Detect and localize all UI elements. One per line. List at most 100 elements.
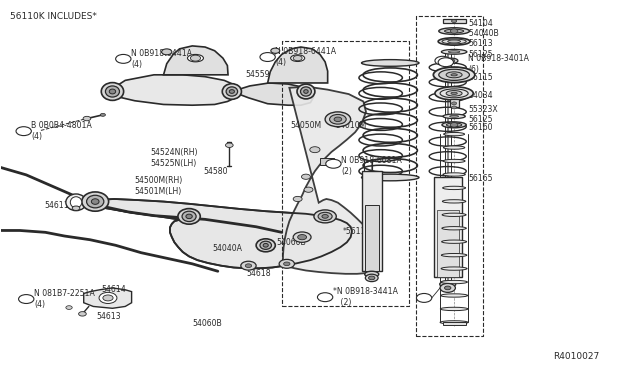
- Text: 54060B: 54060B: [192, 320, 222, 328]
- Ellipse shape: [442, 213, 466, 217]
- Ellipse shape: [101, 83, 124, 100]
- Circle shape: [438, 58, 454, 67]
- Ellipse shape: [365, 271, 379, 277]
- Text: B: B: [22, 129, 26, 134]
- Circle shape: [100, 113, 106, 116]
- Ellipse shape: [440, 307, 468, 311]
- Text: 56125: 56125: [468, 115, 493, 124]
- Ellipse shape: [451, 92, 458, 94]
- Circle shape: [417, 294, 432, 302]
- Text: 54524N(RH)
54525N(LH): 54524N(RH) 54525N(LH): [151, 148, 198, 168]
- Ellipse shape: [449, 51, 460, 53]
- Ellipse shape: [291, 55, 305, 61]
- Text: 56110K INCLUDES*: 56110K INCLUDES*: [10, 12, 97, 21]
- Circle shape: [435, 56, 451, 65]
- Bar: [320, 158, 334, 164]
- Text: N 081B7-2251A
(4): N 081B7-2251A (4): [34, 289, 95, 309]
- Ellipse shape: [66, 194, 86, 211]
- Circle shape: [225, 143, 233, 147]
- Circle shape: [440, 283, 456, 292]
- Bar: [443, 322, 466, 326]
- Ellipse shape: [297, 84, 315, 99]
- Circle shape: [365, 274, 378, 282]
- Ellipse shape: [438, 38, 470, 45]
- Circle shape: [326, 159, 341, 168]
- Ellipse shape: [443, 173, 465, 176]
- Ellipse shape: [433, 67, 475, 83]
- Ellipse shape: [450, 115, 459, 117]
- Bar: [437, 210, 459, 277]
- Ellipse shape: [106, 86, 120, 97]
- Ellipse shape: [442, 49, 467, 54]
- Ellipse shape: [451, 74, 458, 76]
- Ellipse shape: [263, 243, 268, 247]
- Ellipse shape: [99, 292, 117, 304]
- Circle shape: [301, 174, 310, 179]
- Text: N: N: [444, 60, 448, 65]
- Text: 54580: 54580: [204, 167, 228, 176]
- Ellipse shape: [443, 114, 465, 119]
- Circle shape: [293, 232, 311, 242]
- Ellipse shape: [325, 112, 351, 127]
- Text: 54050M: 54050M: [290, 121, 321, 130]
- Text: N: N: [265, 55, 270, 60]
- Text: 54104: 54104: [468, 19, 493, 28]
- Circle shape: [103, 295, 113, 301]
- Text: N: N: [121, 57, 125, 61]
- Text: B 0B0B4-4801A
(4): B 0B0B4-4801A (4): [31, 121, 92, 141]
- Polygon shape: [76, 199, 352, 268]
- Text: 54040A: 54040A: [212, 244, 243, 253]
- Ellipse shape: [439, 69, 469, 80]
- Ellipse shape: [362, 60, 419, 66]
- Bar: [443, 19, 466, 23]
- Circle shape: [451, 123, 458, 127]
- Circle shape: [271, 48, 280, 53]
- Ellipse shape: [442, 240, 467, 243]
- Ellipse shape: [188, 54, 204, 62]
- Text: N: N: [440, 58, 445, 63]
- Text: 56125: 56125: [468, 49, 493, 58]
- Circle shape: [369, 276, 375, 280]
- Text: 56160: 56160: [468, 123, 493, 132]
- Ellipse shape: [439, 28, 469, 35]
- Ellipse shape: [362, 174, 419, 181]
- Bar: [450, 99, 459, 108]
- Ellipse shape: [222, 84, 241, 99]
- Polygon shape: [108, 75, 240, 105]
- Text: 54613: 54613: [97, 312, 121, 321]
- Ellipse shape: [446, 90, 462, 96]
- Ellipse shape: [92, 199, 99, 204]
- Circle shape: [451, 29, 458, 33]
- Circle shape: [452, 20, 457, 23]
- Circle shape: [452, 106, 457, 109]
- Circle shape: [162, 49, 172, 55]
- Text: *N 0B918-3441A
   (2): *N 0B918-3441A (2): [333, 287, 397, 307]
- Circle shape: [19, 295, 34, 304]
- Ellipse shape: [304, 90, 308, 93]
- Circle shape: [72, 206, 80, 211]
- Ellipse shape: [442, 122, 467, 128]
- Ellipse shape: [86, 195, 104, 208]
- Ellipse shape: [182, 211, 196, 222]
- Ellipse shape: [435, 87, 473, 100]
- Text: 55323X: 55323X: [468, 105, 498, 114]
- Text: 54010M: 54010M: [335, 121, 367, 130]
- Ellipse shape: [301, 87, 312, 96]
- Polygon shape: [164, 46, 228, 75]
- Text: *54040B: *54040B: [466, 29, 499, 38]
- Text: 54559: 54559: [245, 70, 270, 78]
- Ellipse shape: [82, 192, 109, 211]
- Text: R4010027: R4010027: [554, 352, 600, 361]
- Circle shape: [260, 52, 275, 61]
- Circle shape: [310, 147, 320, 153]
- Text: 54060B: 54060B: [276, 238, 307, 247]
- Bar: [434, 177, 462, 277]
- Ellipse shape: [186, 214, 192, 219]
- Circle shape: [241, 261, 256, 270]
- Circle shape: [79, 312, 86, 316]
- Ellipse shape: [448, 40, 461, 43]
- Text: 54611: 54611: [44, 201, 69, 210]
- Ellipse shape: [229, 90, 234, 93]
- Ellipse shape: [442, 200, 466, 203]
- Text: N 0B918-3401A
(6): N 0B918-3401A (6): [468, 54, 529, 74]
